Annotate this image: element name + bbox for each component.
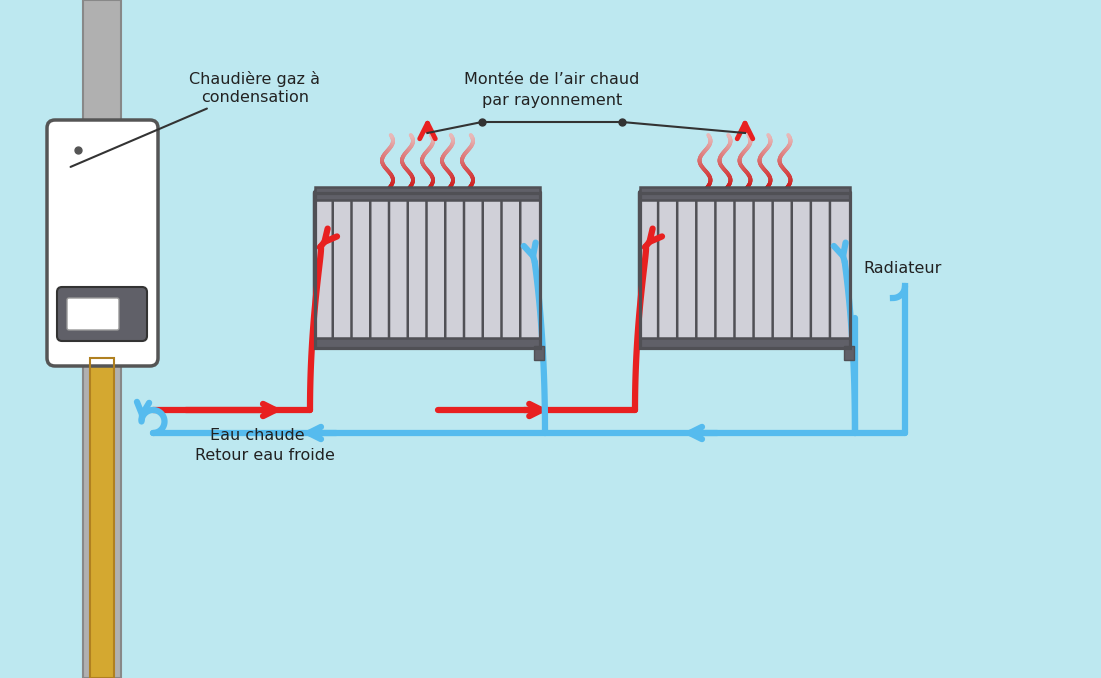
FancyBboxPatch shape [314,191,335,346]
FancyBboxPatch shape [792,191,813,346]
FancyBboxPatch shape [464,191,484,346]
FancyBboxPatch shape [445,191,466,346]
Bar [83,0,121,678]
FancyBboxPatch shape [501,191,522,346]
Text: Chaudière gaz à
condensation: Chaudière gaz à condensation [70,71,320,167]
FancyBboxPatch shape [57,287,148,341]
FancyBboxPatch shape [426,191,447,346]
Bar [534,346,544,360]
Bar [315,338,539,348]
FancyBboxPatch shape [696,191,717,346]
Bar [640,193,850,348]
FancyBboxPatch shape [734,191,755,346]
FancyBboxPatch shape [407,191,428,346]
FancyBboxPatch shape [658,191,679,346]
FancyBboxPatch shape [389,191,410,346]
Text: Radiateur: Radiateur [863,260,941,275]
Bar [90,358,115,678]
FancyBboxPatch shape [810,191,831,346]
FancyBboxPatch shape [67,298,119,330]
Bar [315,193,539,348]
FancyBboxPatch shape [333,191,353,346]
Bar [83,0,121,678]
FancyBboxPatch shape [830,191,851,346]
FancyBboxPatch shape [47,120,159,366]
FancyBboxPatch shape [370,191,391,346]
Bar [315,193,539,348]
FancyBboxPatch shape [482,191,503,346]
FancyBboxPatch shape [753,191,774,346]
Bar [90,358,115,678]
FancyBboxPatch shape [773,191,794,346]
FancyBboxPatch shape [521,191,541,346]
Bar [315,187,539,200]
Bar [640,338,850,348]
Bar [844,346,854,360]
Text: Retour eau froide: Retour eau froide [195,447,335,462]
Text: Montée de l’air chaud
par rayonnement: Montée de l’air chaud par rayonnement [465,72,640,108]
FancyBboxPatch shape [639,191,659,346]
FancyBboxPatch shape [677,191,698,346]
FancyBboxPatch shape [351,191,372,346]
Text: Eau chaude: Eau chaude [210,428,305,443]
Bar [640,187,850,200]
Bar [640,193,850,348]
FancyBboxPatch shape [716,191,737,346]
